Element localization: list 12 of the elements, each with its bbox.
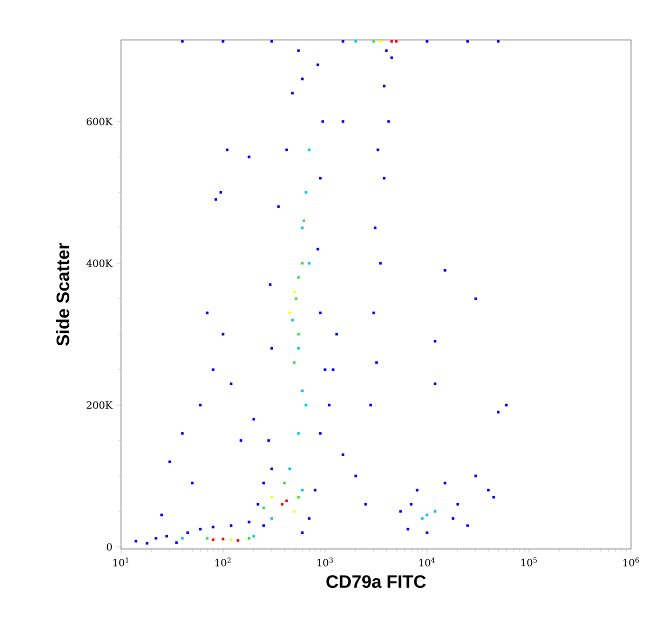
y-axis-title: Side Scatter xyxy=(56,242,70,346)
y-tick-label: 400K xyxy=(86,260,113,268)
x-tick-label: 10$^{1}$ xyxy=(113,557,128,566)
x-tick-label: 10$^{6}$ xyxy=(623,557,639,566)
y-tick-label: 200K xyxy=(86,401,113,409)
x-axis-title: CD79a FITC xyxy=(326,575,426,588)
x-tick-label: 10$^{5}$ xyxy=(521,557,537,566)
x-tick-label: 10$^{2}$ xyxy=(215,557,231,566)
x-tick-label: 10$^{3}$ xyxy=(317,557,333,566)
y-tick-label: 600K xyxy=(86,118,113,126)
x-tick-label: 10$^{4}$ xyxy=(419,557,435,566)
y-tick-label: 0 xyxy=(106,543,112,551)
